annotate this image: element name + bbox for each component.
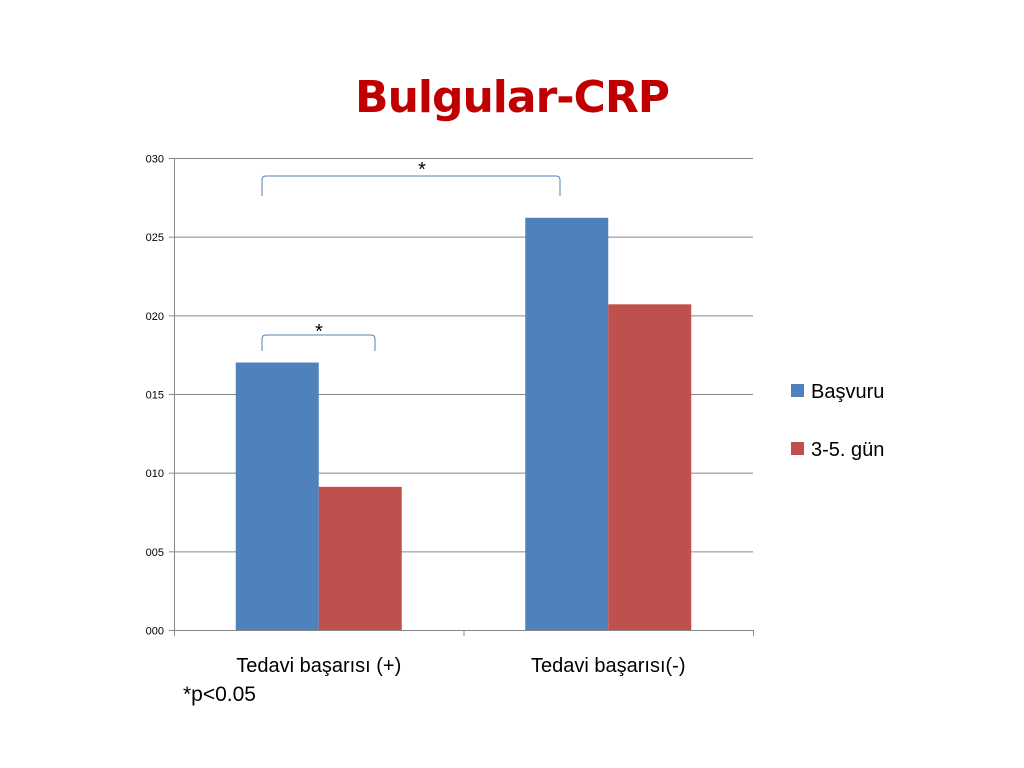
footnote: *p<0.05 <box>183 683 256 706</box>
y-tick-label: 025 <box>146 232 164 244</box>
x-category-label: Tedavi başarısı (+) <box>236 655 401 677</box>
significance-bracket <box>261 334 376 351</box>
significance-star: * <box>418 159 426 181</box>
legend-swatch <box>791 384 804 397</box>
chart-title: Bulgular-CRP <box>355 72 670 123</box>
y-tick-label: 000 <box>146 626 164 638</box>
y-tick-label: 010 <box>146 468 164 480</box>
significance-bracket <box>261 175 561 196</box>
y-tick-label: 030 <box>146 154 164 166</box>
legend-swatch <box>791 442 804 455</box>
legend-label: Başvuru <box>811 381 884 403</box>
significance-star: * <box>315 321 323 343</box>
bar-basvuru <box>235 362 319 630</box>
y-tick-label: 005 <box>146 547 164 559</box>
y-tick-label: 015 <box>146 390 164 402</box>
bar-basvuru <box>525 217 609 630</box>
x-category-label: Tedavi başarısı(-) <box>531 655 686 677</box>
y-tick-label: 020 <box>146 311 164 323</box>
legend-label: 3-5. gün <box>811 439 884 461</box>
bar-3-5-gun <box>318 486 402 630</box>
bar-3-5-gun <box>608 304 692 630</box>
